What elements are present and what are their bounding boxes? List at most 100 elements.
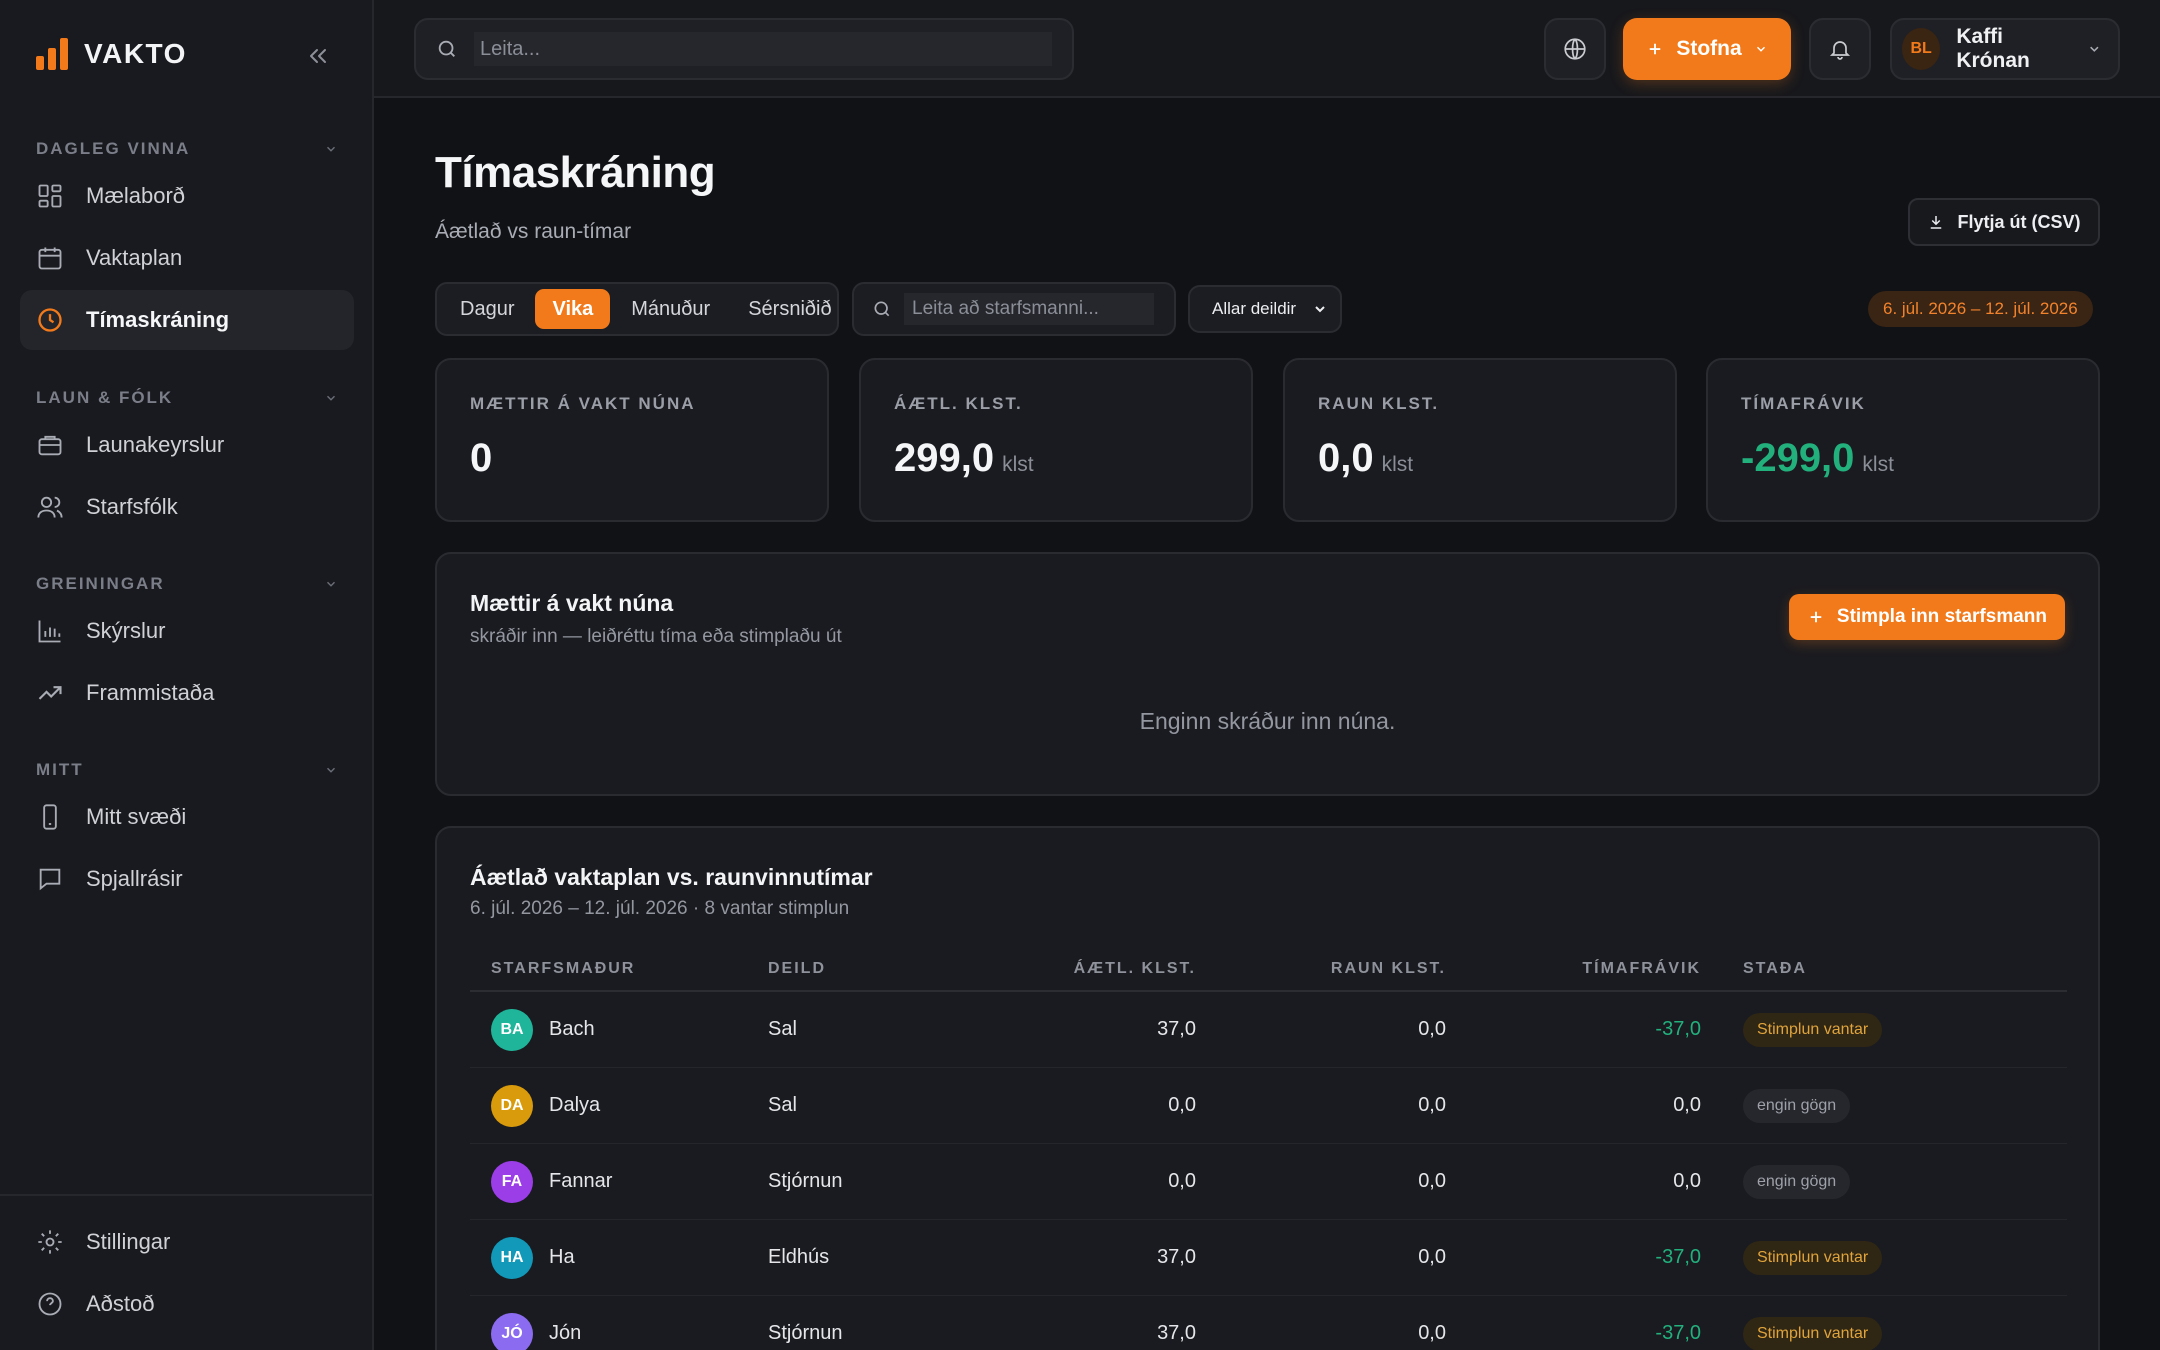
status-badge: Stimplun vantar xyxy=(1743,1240,1883,1275)
search-input[interactable] xyxy=(474,32,1052,66)
employee-name: Ha xyxy=(549,1246,575,1268)
collapse-sidebar-button[interactable] xyxy=(300,38,336,74)
bell-icon xyxy=(1829,41,1851,60)
employee-search-input[interactable] xyxy=(904,293,1154,325)
create-button[interactable]: Stofna xyxy=(1623,18,1791,80)
stat-value: 0,0 xyxy=(1318,436,1374,480)
department-cell: Eldhús xyxy=(768,1246,830,1268)
sidebar-bottom: Stillingar Aðstoð xyxy=(0,1194,372,1334)
col-deviation[interactable]: TÍMAFRÁVIK xyxy=(1582,960,1701,977)
sidebar-item-settings[interactable]: Stillingar xyxy=(20,1212,352,1272)
plus-icon xyxy=(1810,611,1822,623)
section-label: DAGLEG VINNA xyxy=(36,139,191,158)
double-chevron-left-icon xyxy=(310,49,326,63)
stat-value: -299,0 xyxy=(1741,436,1855,480)
section-header[interactable]: GREININGAR xyxy=(20,569,354,599)
sidebar-item-reports[interactable]: Skýrslur xyxy=(20,601,354,661)
stat-card-planned-hours: ÁÆTL. KLST. 299,0 klst xyxy=(859,358,1253,522)
trend-icon xyxy=(38,686,62,700)
tab-day[interactable]: Dagur xyxy=(460,297,515,320)
planned-hours-cell: 0,0 xyxy=(1168,1170,1196,1192)
avatar: FA xyxy=(491,1160,533,1203)
sidebar-item-payroll[interactable]: Launakeyrslur xyxy=(20,415,354,475)
page-title: Tímaskráning xyxy=(435,148,716,197)
sidebar-item-performance[interactable]: Frammistaða xyxy=(20,663,354,723)
stat-value: 0 xyxy=(470,436,493,480)
sidebar-item-label: Mitt svæði xyxy=(86,804,187,829)
topbar: Stofna BL Kaffi Krónan xyxy=(374,0,2160,98)
table-row[interactable]: BA Bach Sal 37,0 0,0 -37,0 Stimplun vantar xyxy=(470,992,2067,1068)
section-header[interactable]: MITT xyxy=(20,755,354,785)
dashboard-icon xyxy=(38,184,62,208)
search-icon xyxy=(874,301,890,317)
brand-name: VAKTO xyxy=(84,38,187,69)
export-label: Flytja út (CSV) xyxy=(1957,211,2081,232)
sidebar-item-schedule[interactable]: Vaktaplan xyxy=(20,228,354,288)
phone-icon xyxy=(43,804,57,830)
employee-name: Bach xyxy=(549,1018,595,1040)
employee-name: Fannar xyxy=(549,1170,613,1192)
sidebar-item-dashboard[interactable]: Mælaborð xyxy=(20,166,354,226)
chevron-down-icon xyxy=(1315,306,1325,313)
avatar: BA xyxy=(491,1008,533,1051)
organization-switcher[interactable]: BL Kaffi Krónan xyxy=(1890,18,2120,80)
department-cell: Stjórnun xyxy=(768,1322,843,1344)
sidebar-item-help[interactable]: Aðstoð xyxy=(20,1274,352,1334)
actual-hours-cell: 0,0 xyxy=(1418,1018,1446,1040)
actual-hours-cell: 0,0 xyxy=(1418,1170,1446,1192)
stat-label: RAUN KLST. xyxy=(1318,394,1440,413)
col-actual-hours[interactable]: RAUN KLST. xyxy=(1330,960,1446,977)
status-cell: Stimplun vantar xyxy=(1701,1316,2067,1350)
chevron-down-icon xyxy=(1756,46,1765,52)
planned-vs-actual-panel: Áætlað vaktaplan vs. raunvinnutímar 6. j… xyxy=(435,826,2100,1350)
panel-subtitle: skráðir inn — leiðréttu tíma eða stimpla… xyxy=(470,626,842,647)
chevron-down-icon xyxy=(326,581,336,587)
table-row[interactable]: FA Fannar Stjórnun 0,0 0,0 0,0 engin gögn xyxy=(470,1144,2067,1220)
export-csv-button[interactable]: Flytja út (CSV) xyxy=(1908,198,2100,246)
sidebar-item-staff[interactable]: Starfsfólk xyxy=(20,477,354,537)
col-status[interactable]: STAÐA xyxy=(1743,960,1807,977)
employee-cell: JÓ Jón xyxy=(470,1312,768,1350)
stat-unit: klst xyxy=(1381,453,1414,476)
table-row[interactable]: JÓ Jón Stjórnun 37,0 0,0 -37,0 Stimplun vantar xyxy=(470,1296,2067,1350)
sidebar-item-label: Stillingar xyxy=(86,1229,171,1254)
department-select[interactable]: Allar deildir xyxy=(1188,285,1342,333)
panel-title: Áætlað vaktaplan vs. raunvinnutímar xyxy=(470,864,873,890)
notifications-button[interactable] xyxy=(1809,18,1871,80)
sidebar-item-label: Spjallrásir xyxy=(86,866,183,891)
range-tabs: Dagur Vika Mánuður Sérsniðið xyxy=(435,282,839,336)
department-cell: Stjórnun xyxy=(768,1170,843,1192)
tab-week[interactable]: Vika xyxy=(535,289,611,329)
section-header[interactable]: LAUN & FÓLK xyxy=(20,383,354,413)
sidebar-item-my-area[interactable]: Mitt svæði xyxy=(20,787,354,847)
nav-section-analytics: GREININGAR Skýrslur Frammistaða xyxy=(20,569,354,723)
globe-icon xyxy=(1564,38,1586,60)
sidebar-item-time-tracking[interactable]: Tímaskráning xyxy=(20,290,354,350)
language-button[interactable] xyxy=(1544,18,1606,80)
status-badge: Stimplun vantar xyxy=(1743,1012,1883,1047)
stat-card-deviation: TÍMAFRÁVIK -299,0 klst xyxy=(1706,358,2100,522)
org-avatar: BL xyxy=(1902,28,1941,70)
tab-custom[interactable]: Sérsniðið xyxy=(748,297,832,320)
col-employee[interactable]: STARFSMAÐUR xyxy=(491,960,636,977)
deviation-cell: 0,0 xyxy=(1673,1170,1701,1192)
department-select-value: Allar deildir xyxy=(1212,299,1297,318)
employee-cell: HA Ha xyxy=(470,1236,768,1279)
brand[interactable]: VAKTO xyxy=(36,38,187,70)
col-department[interactable]: DEILD xyxy=(768,960,826,977)
employee-cell: BA Bach xyxy=(470,1008,768,1051)
users-icon xyxy=(37,496,63,518)
stat-unit: klst xyxy=(1862,453,1894,476)
clock-in-employee-button[interactable]: Stimpla inn starfsmann xyxy=(1788,594,2065,640)
sidebar-item-label: Skýrslur xyxy=(86,618,166,643)
col-planned-hours[interactable]: ÁÆTL. KLST. xyxy=(1073,960,1196,977)
chevron-down-icon xyxy=(326,146,336,152)
table-row[interactable]: HA Ha Eldhús 37,0 0,0 -37,0 Stimplun vantar xyxy=(470,1220,2067,1296)
table-row[interactable]: DA Dalya Sal 0,0 0,0 0,0 engin gögn xyxy=(470,1068,2067,1144)
section-header[interactable]: DAGLEG VINNA xyxy=(20,134,354,164)
tab-month[interactable]: Mánuður xyxy=(631,297,711,320)
employee-search[interactable] xyxy=(852,282,1176,336)
global-search[interactable] xyxy=(414,18,1074,80)
sidebar-item-chat[interactable]: Spjallrásir xyxy=(20,849,354,909)
search-icon xyxy=(438,40,455,57)
